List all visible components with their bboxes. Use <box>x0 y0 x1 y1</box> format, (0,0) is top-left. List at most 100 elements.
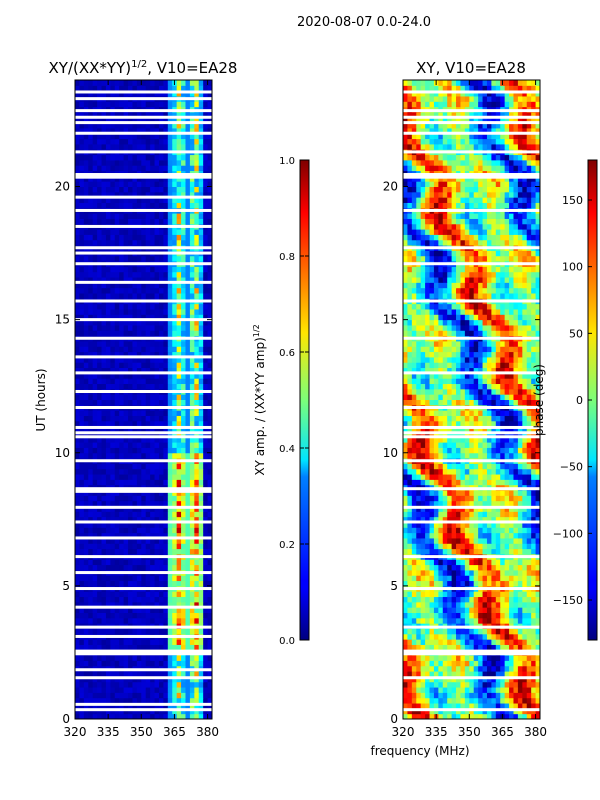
heatmap-cell <box>189 319 195 326</box>
heatmap-cell <box>158 277 164 283</box>
heatmap-cell <box>438 655 444 661</box>
heatmap-cell <box>110 468 116 475</box>
heatmap-cell <box>411 575 417 582</box>
heatmap-cell <box>123 564 129 571</box>
heatmap-cell <box>163 559 169 566</box>
heatmap-cell <box>154 490 160 496</box>
heatmap-cell <box>150 133 156 140</box>
heatmap-cell <box>114 239 120 246</box>
heatmap-cell <box>486 591 492 598</box>
heatmap-cell <box>482 617 488 624</box>
heatmap-cell <box>176 165 182 172</box>
heatmap-cell <box>403 639 408 645</box>
heatmap-cell <box>473 601 479 608</box>
heatmap-cell <box>172 692 178 699</box>
heatmap-cell <box>407 596 413 603</box>
heatmap-cell <box>531 687 537 693</box>
heatmap-cell <box>194 575 200 582</box>
heatmap-cell <box>495 660 501 667</box>
heatmap-cell <box>442 671 448 677</box>
heatmap-cell <box>145 527 151 534</box>
heatmap-cell <box>469 639 475 645</box>
heatmap-cell <box>176 143 182 150</box>
masked-row <box>75 262 212 266</box>
heatmap-cell <box>207 617 212 624</box>
heatmap-cell <box>500 537 506 544</box>
heatmap-cell <box>522 665 528 672</box>
heatmap-cell <box>203 282 209 289</box>
heatmap-cell <box>176 532 182 539</box>
heatmap-cell <box>163 521 169 528</box>
heatmap-cell <box>92 500 98 507</box>
heatmap-cell <box>460 639 466 645</box>
heatmap-cell <box>411 617 417 624</box>
heatmap-cell <box>167 356 173 363</box>
heatmap-cell <box>123 122 129 129</box>
heatmap-cell <box>145 346 151 353</box>
heatmap-cell <box>163 575 169 582</box>
heatmap-cell <box>150 474 156 480</box>
heatmap-cell <box>526 607 532 613</box>
heatmap-cell <box>163 197 169 203</box>
heatmap-cell <box>145 356 151 363</box>
heatmap-cell <box>92 687 98 693</box>
heatmap-cell <box>482 708 488 715</box>
heatmap-cell <box>128 287 133 294</box>
heatmap-cell <box>478 612 484 619</box>
heatmap-cell <box>189 516 195 523</box>
heatmap-cell <box>132 708 138 715</box>
heatmap-cell <box>189 234 195 241</box>
heatmap-cell <box>189 511 195 518</box>
heatmap-cell <box>203 202 209 209</box>
heatmap-cell <box>119 330 125 337</box>
heatmap-cell <box>464 713 470 719</box>
heatmap-cell <box>185 356 191 363</box>
heatmap-cell <box>203 367 209 374</box>
heatmap-cell <box>136 340 142 347</box>
heatmap-cell <box>447 548 453 555</box>
heatmap-cell <box>185 628 191 635</box>
heatmap-cell <box>79 495 85 502</box>
heatmap-cell <box>491 639 497 645</box>
masked-row <box>75 587 212 591</box>
heatmap-cell <box>141 644 147 651</box>
heatmap-cell <box>442 644 448 651</box>
heatmap-cell <box>136 191 142 198</box>
heatmap-cell <box>189 266 195 273</box>
heatmap-cell <box>176 378 182 385</box>
heatmap-cell <box>163 410 169 416</box>
heatmap-cell <box>145 319 151 326</box>
heatmap-cell <box>198 527 204 534</box>
heatmap-cell <box>150 394 156 400</box>
heatmap-cell <box>119 181 125 187</box>
heatmap-cell <box>83 559 89 566</box>
heatmap-cell <box>416 681 422 688</box>
heatmap-cell <box>150 197 156 203</box>
heatmap-cell <box>110 628 116 635</box>
heatmap-cell <box>75 175 80 182</box>
heatmap-cell <box>526 713 532 719</box>
heatmap-cell <box>158 580 164 587</box>
heatmap-cell <box>101 271 107 278</box>
heatmap-cell <box>119 410 125 416</box>
heatmap-cell <box>167 351 173 358</box>
heatmap-cell <box>203 255 209 262</box>
heatmap-cell <box>526 660 532 667</box>
heatmap-cell <box>198 447 204 454</box>
heatmap-cell <box>114 394 120 400</box>
heatmap-cell <box>473 681 479 688</box>
heatmap-cell <box>181 431 186 438</box>
heatmap-cell <box>136 255 142 262</box>
heatmap-cell <box>83 495 89 502</box>
heatmap-cell <box>83 378 89 385</box>
heatmap-cell <box>145 165 151 172</box>
heatmap-cell <box>158 394 164 400</box>
heatmap-cell <box>141 575 147 582</box>
heatmap-cell <box>150 80 156 86</box>
heatmap-cell <box>150 431 156 438</box>
heatmap-cell <box>114 175 120 182</box>
masked-row <box>75 708 212 712</box>
heatmap-cell <box>154 575 160 582</box>
heatmap-cell <box>531 580 537 587</box>
heatmap-cell <box>203 175 209 182</box>
